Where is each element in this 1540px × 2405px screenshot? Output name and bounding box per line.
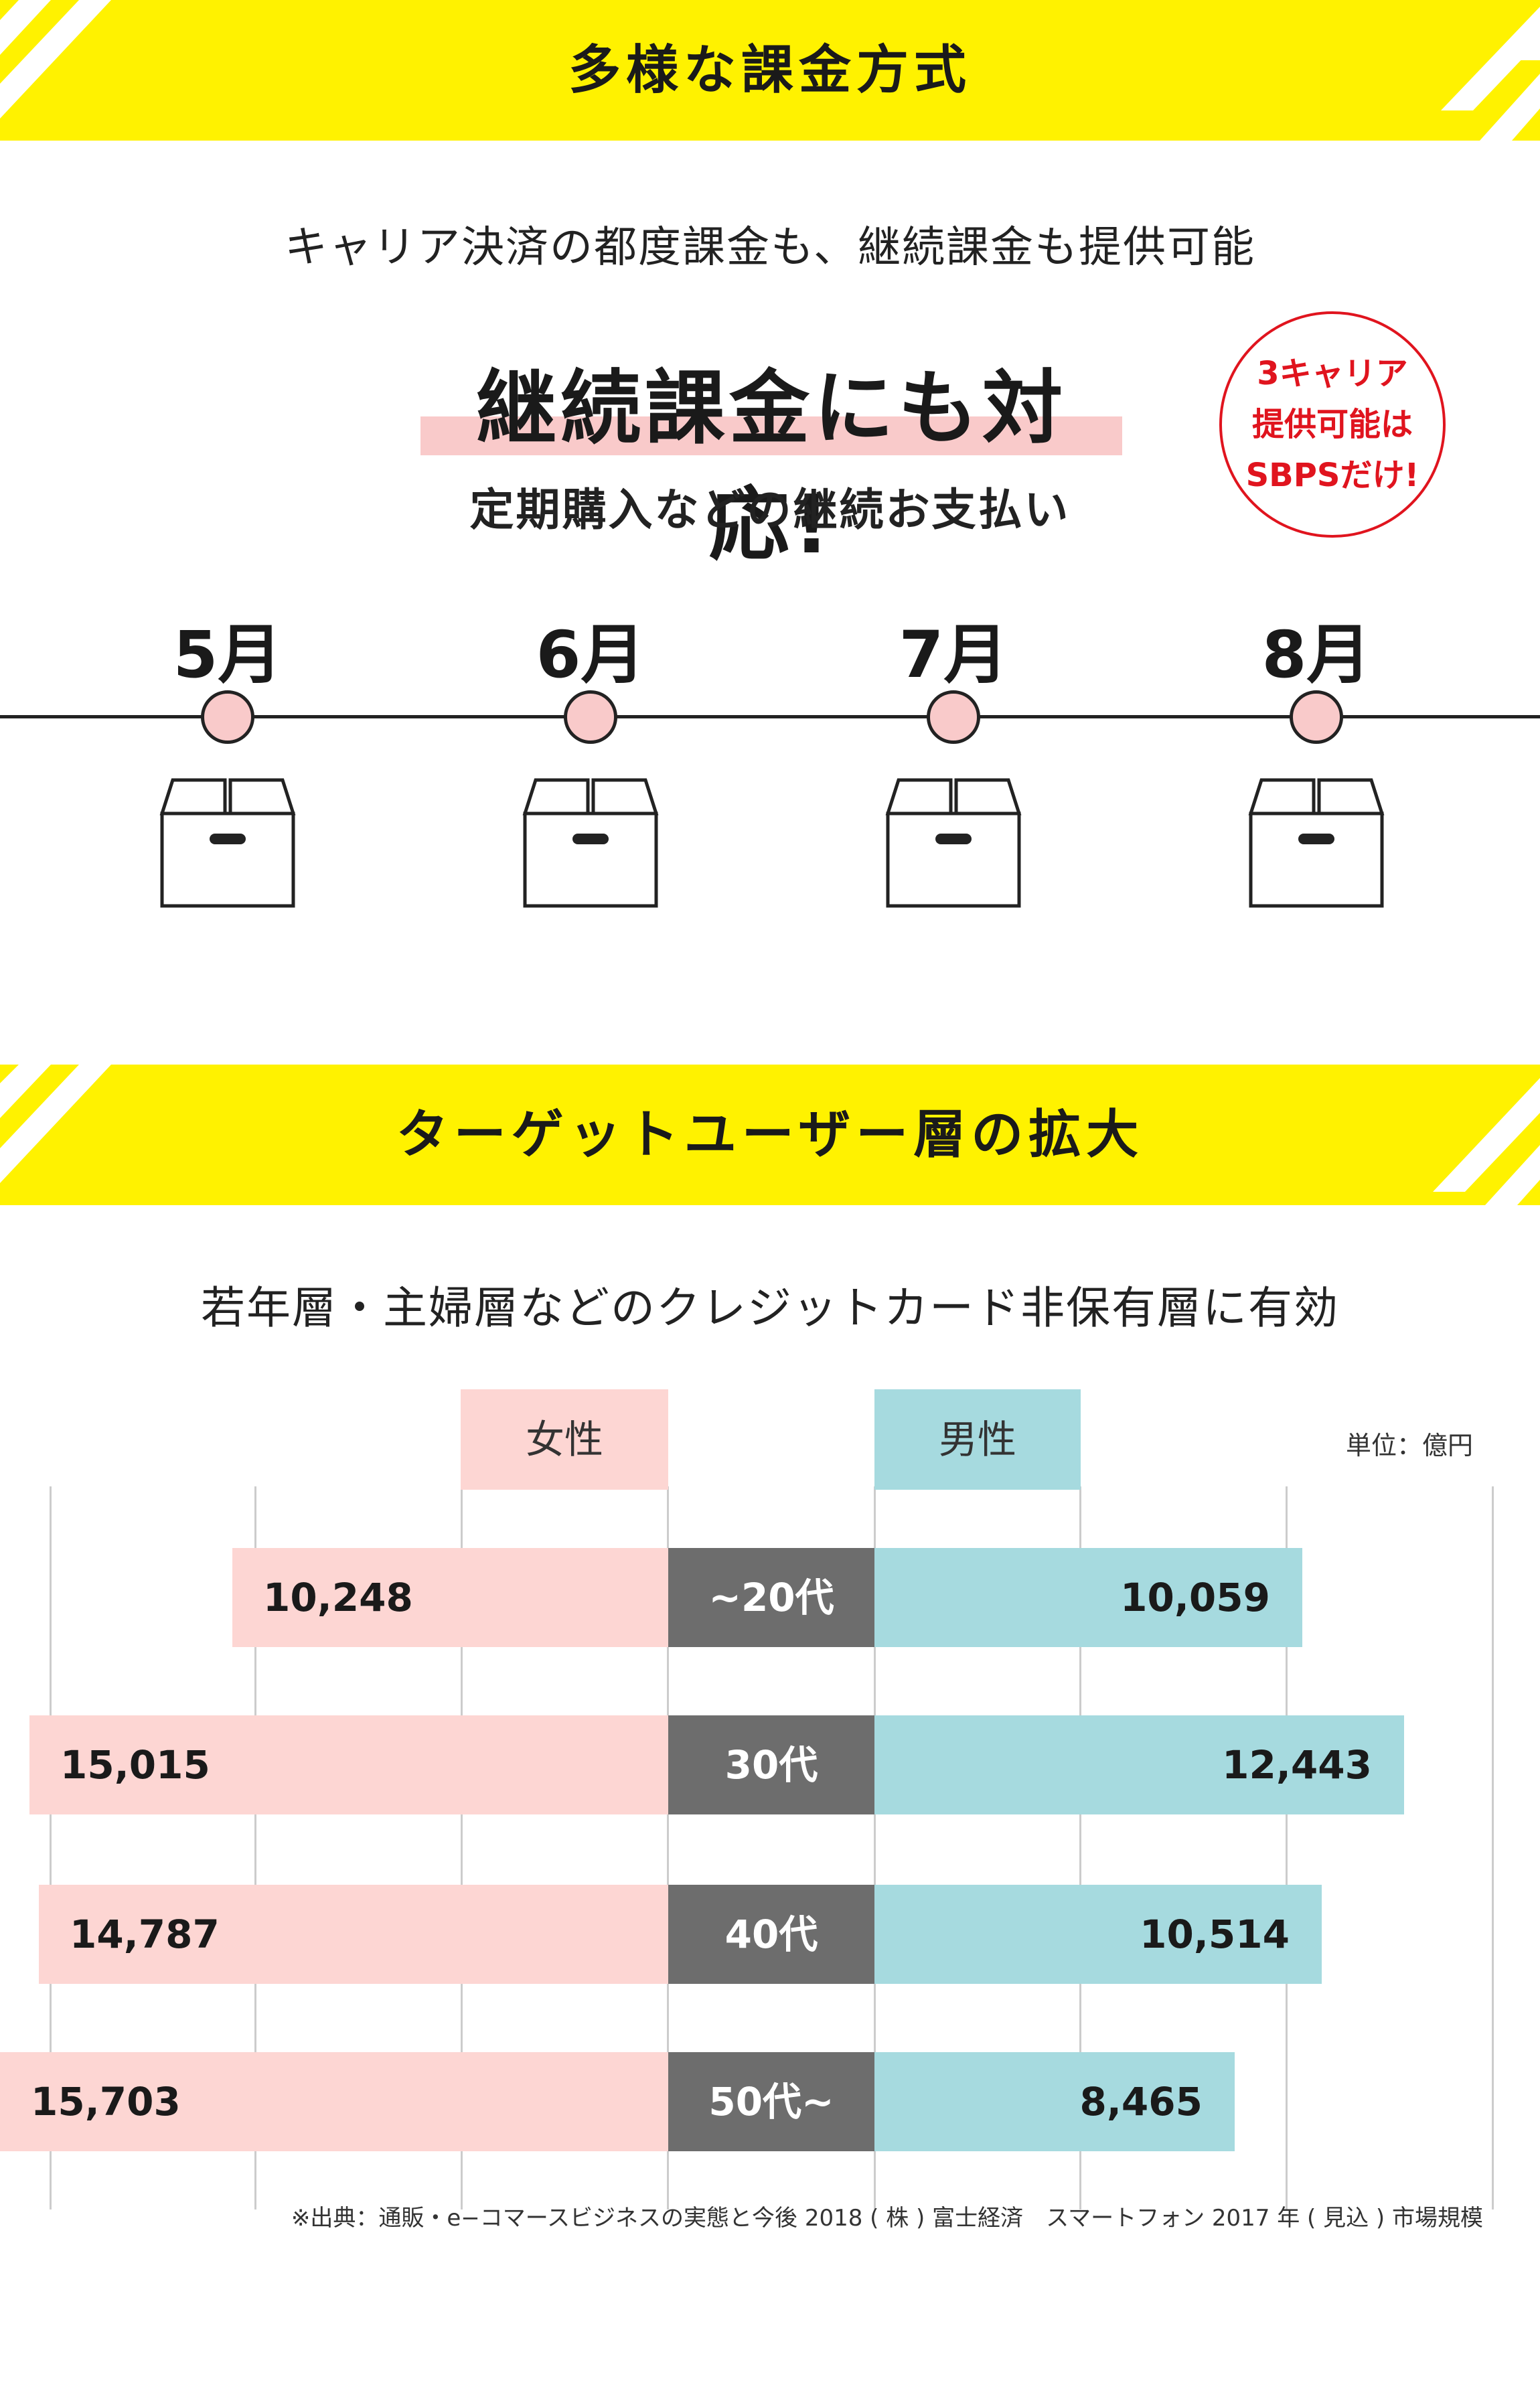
bar-male: 12,443	[874, 1715, 1404, 1814]
package-icon	[522, 778, 659, 908]
timeline-line	[0, 715, 1540, 718]
package-icon	[159, 778, 296, 908]
badge-line: 提供可能は	[1251, 406, 1413, 443]
timeline-dot	[927, 690, 980, 744]
bar-female: 14,787	[39, 1885, 668, 1984]
badge-line: 3キャリア	[1257, 355, 1408, 392]
grid-line	[667, 1486, 669, 2209]
stripe-decoration	[0, 0, 1540, 141]
age-label: ~20代	[668, 1548, 874, 1647]
section-title: 多様な課金方式	[568, 40, 972, 100]
age-label: 30代	[668, 1715, 874, 1814]
month-label: 6月	[536, 617, 645, 692]
timeline-dot	[201, 690, 254, 744]
butterfly-bar-chart: 女性 男性 単位：億円 10,248 ~20代 10,059 15,015 30代 12,…	[0, 1379, 1540, 2209]
unit-label: 単位：億円	[1346, 1431, 1474, 1460]
headline-highlight	[420, 416, 1122, 455]
headline-subtext: 定期購入などの継続お支払い	[469, 484, 1071, 536]
grid-line	[1492, 1486, 1494, 2209]
grid-line	[874, 1486, 876, 2209]
grid-line	[1286, 1486, 1288, 2209]
section-title: ターゲットユーザー層の拡大	[396, 1105, 1144, 1165]
package-icon	[885, 778, 1022, 908]
stripe-decoration	[0, 1065, 1540, 1205]
grid-line	[254, 1486, 256, 2209]
timeline-dot	[564, 690, 617, 744]
bar-female: 15,015	[29, 1715, 668, 1814]
package-icon	[1248, 778, 1385, 908]
grid-line	[1079, 1486, 1081, 2209]
badge-line: SBPSだけ!	[1245, 457, 1419, 494]
month-label: 8月	[1261, 617, 1371, 692]
billing-subtitle: キャリア決済の都度課金も、継続課金も提供可能	[284, 223, 1256, 273]
bar-male: 10,514	[874, 1885, 1322, 1984]
timeline-dot	[1290, 690, 1343, 744]
grid-line	[50, 1486, 52, 2209]
target-subtitle: 若年層・主婦層などのクレジットカード非保有層に有効	[201, 1282, 1339, 1334]
section-banner-billing: 多様な課金方式	[0, 0, 1540, 141]
grid-line	[461, 1486, 463, 2209]
carrier-badge: 3キャリア 提供可能は SBPSだけ!	[1219, 311, 1446, 538]
bar-male: 8,465	[874, 2052, 1235, 2151]
bar-female: 15,703	[0, 2052, 668, 2151]
section-banner-target: ターゲットユーザー層の拡大	[0, 1065, 1540, 1205]
headline: 継続課金にも対応!	[476, 362, 1067, 572]
source-note: ※出典：通販・e−コマースビジネスの実態と今後 2018 ( 株 ) 富士経済 …	[291, 2205, 1483, 2232]
bar-male: 10,059	[874, 1548, 1302, 1647]
age-label: 50代~	[668, 2052, 874, 2151]
legend-male: 男性	[874, 1389, 1081, 1490]
legend-female: 女性	[461, 1389, 668, 1490]
month-label: 7月	[899, 617, 1008, 692]
age-label: 40代	[668, 1885, 874, 1984]
month-label: 5月	[173, 617, 283, 692]
bar-female: 10,248	[232, 1548, 668, 1647]
